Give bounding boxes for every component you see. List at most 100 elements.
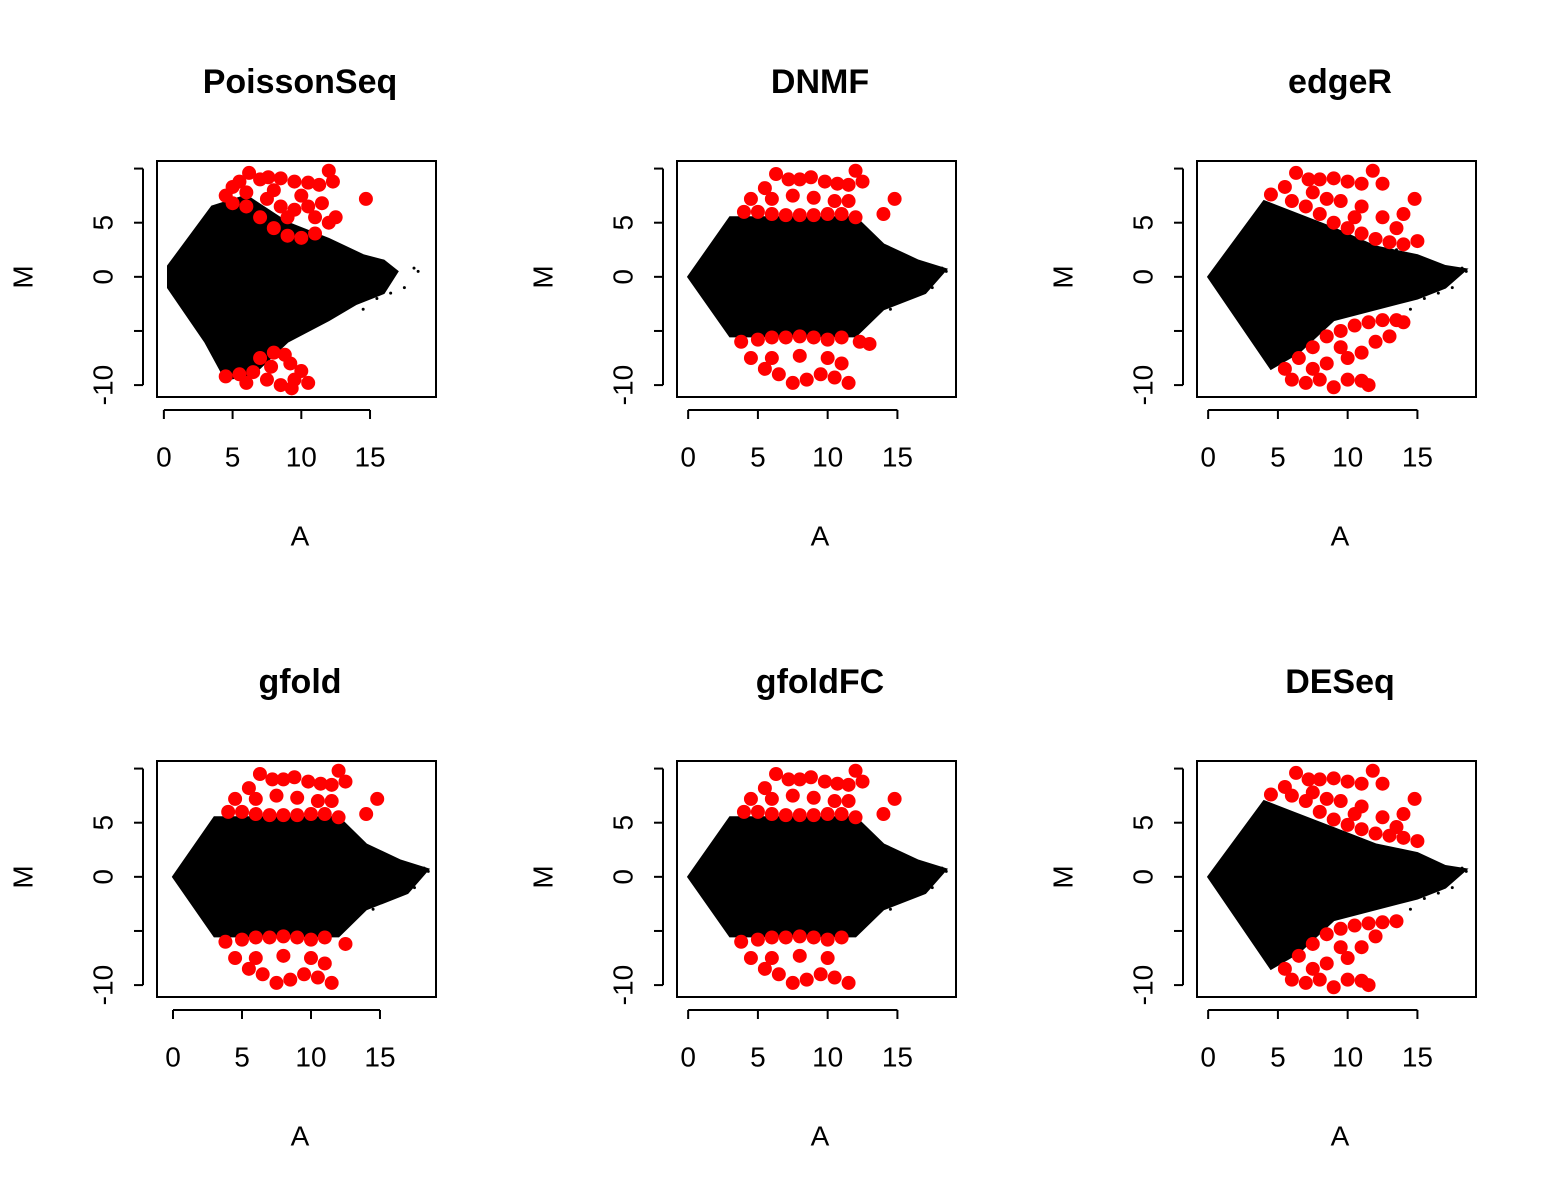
point [916, 891, 920, 895]
point [310, 794, 325, 809]
point [1347, 318, 1362, 333]
point [820, 351, 835, 366]
point [385, 896, 389, 900]
point [1284, 372, 1299, 387]
point [1319, 191, 1334, 206]
point [792, 172, 807, 187]
point [1263, 787, 1278, 802]
point [1347, 807, 1362, 822]
point [218, 369, 233, 384]
point [290, 930, 305, 945]
point [876, 207, 891, 222]
point [1354, 226, 1369, 241]
dense-region [166, 194, 399, 381]
point [273, 378, 288, 393]
point [1340, 774, 1355, 789]
point [1464, 269, 1468, 273]
point [1365, 763, 1380, 778]
chart-title: gfoldFC [756, 663, 884, 701]
point [1312, 804, 1327, 819]
point [253, 210, 268, 225]
chart-title: DNMF [771, 63, 869, 101]
point [785, 975, 800, 990]
point [1326, 171, 1341, 186]
point [1284, 194, 1299, 209]
point [324, 794, 339, 809]
y-tick-label: 5 [607, 815, 638, 831]
point [944, 869, 948, 873]
point [1305, 361, 1320, 376]
point [862, 336, 877, 351]
point [764, 791, 779, 806]
point [1354, 776, 1369, 791]
point [422, 866, 426, 870]
point [813, 367, 828, 382]
point [1354, 199, 1369, 214]
point [1354, 345, 1369, 360]
point [1319, 956, 1334, 971]
point [785, 788, 800, 803]
point [266, 345, 281, 360]
point [426, 869, 430, 873]
point [736, 804, 751, 819]
point [266, 221, 281, 236]
point [1305, 961, 1320, 976]
point [764, 930, 779, 945]
point [1326, 380, 1341, 395]
x-tick-label: 0 [680, 1041, 696, 1072]
point [848, 210, 863, 225]
point [803, 770, 818, 785]
point [834, 807, 849, 822]
panel: PoissonSeq A M 0 5 10 15 -10 0 5 [7, 63, 437, 551]
point [338, 774, 353, 789]
point [1312, 207, 1327, 222]
y-axis-label: M [527, 865, 558, 888]
point [331, 810, 346, 825]
point [1347, 918, 1362, 933]
point [248, 791, 263, 806]
point [1277, 179, 1292, 194]
point [750, 932, 765, 947]
point [834, 930, 849, 945]
point [848, 810, 863, 825]
point [221, 804, 236, 819]
point [778, 808, 793, 823]
point [778, 930, 793, 945]
y-tick-label: 0 [1127, 869, 1158, 885]
point [743, 791, 758, 806]
point [276, 948, 291, 963]
point [1394, 248, 1398, 252]
point [287, 174, 302, 189]
point [743, 351, 758, 366]
point [357, 848, 361, 852]
point [750, 804, 765, 819]
point [888, 307, 892, 311]
point [827, 370, 842, 385]
point [1407, 191, 1422, 206]
point [301, 175, 316, 190]
point [253, 351, 268, 366]
point [1375, 176, 1390, 191]
point [1396, 237, 1411, 252]
point [416, 269, 420, 273]
point [888, 907, 892, 911]
point [820, 932, 835, 947]
point [328, 210, 343, 225]
point [321, 163, 336, 178]
panel: DNMF A M 0 5 10 15 -10 0 5 [527, 63, 957, 551]
point [255, 967, 270, 982]
point [1277, 961, 1292, 976]
point [317, 930, 332, 945]
point [806, 790, 821, 805]
plot-data [686, 763, 949, 990]
point [806, 808, 821, 823]
point [827, 794, 842, 809]
y-tick-label: 5 [87, 815, 118, 831]
x-tick-label: 10 [286, 441, 317, 472]
x-tick-label: 0 [165, 1041, 181, 1072]
point [361, 307, 365, 311]
point [269, 975, 284, 990]
point [269, 788, 284, 803]
point [1340, 372, 1355, 387]
point [1375, 810, 1390, 825]
